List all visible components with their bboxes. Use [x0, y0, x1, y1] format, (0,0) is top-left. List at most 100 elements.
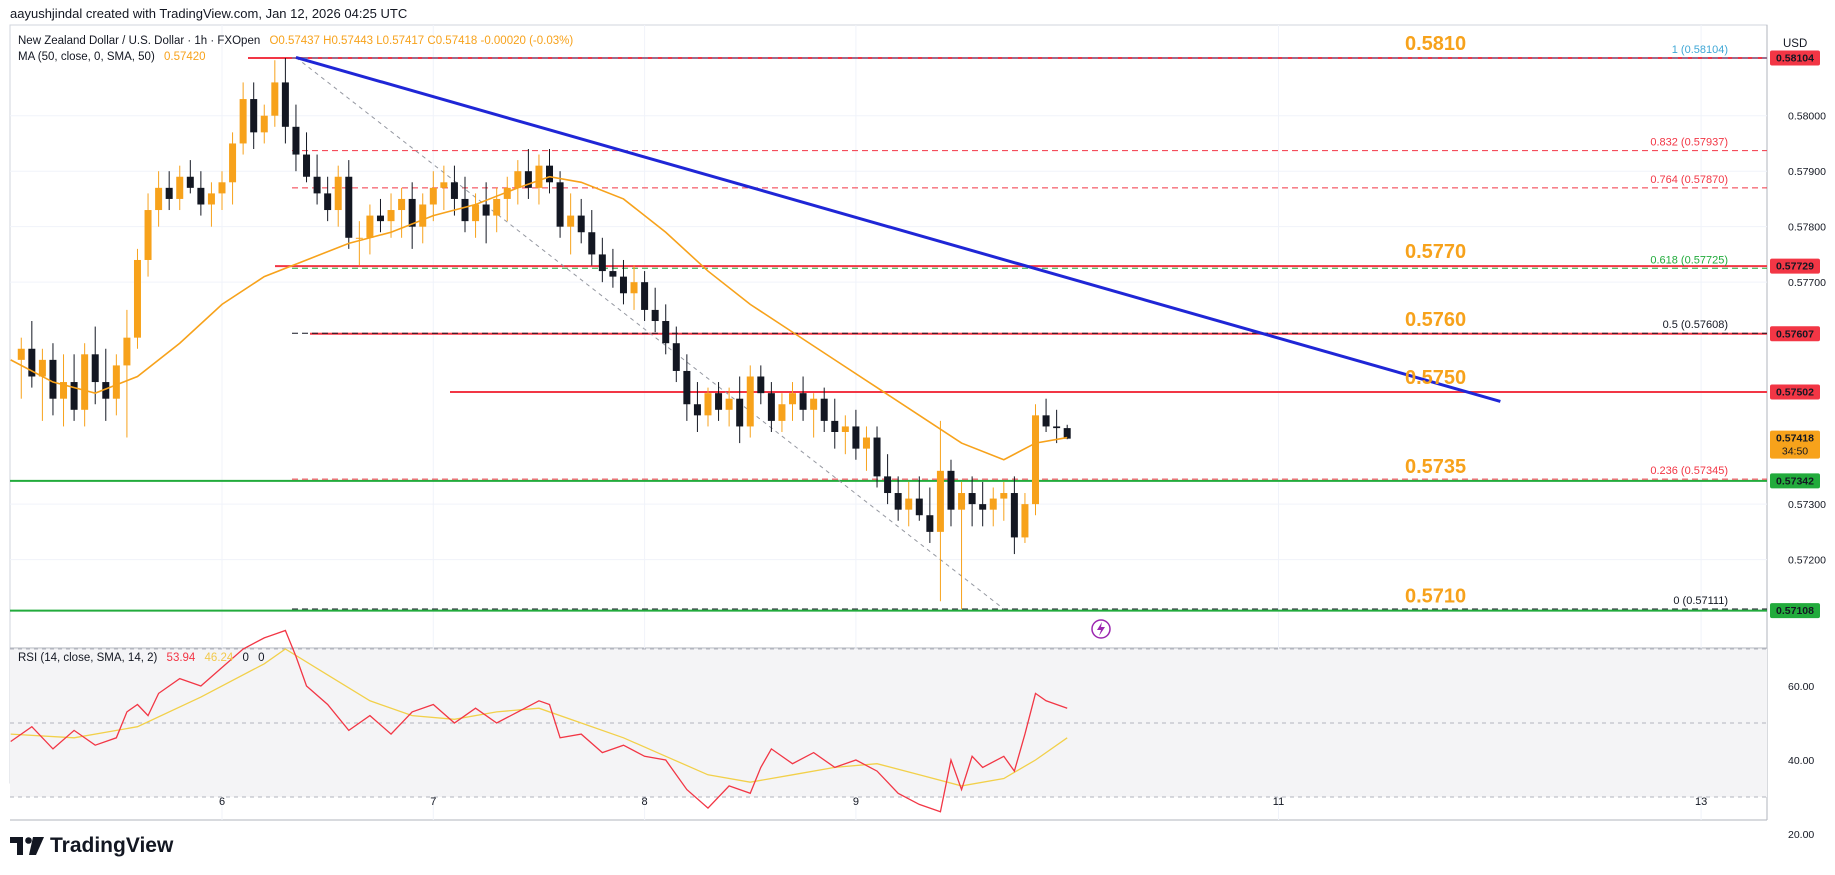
candle-body [1000, 493, 1008, 499]
candle-body [535, 165, 543, 188]
time-tick-label: 6 [219, 796, 225, 808]
candle-body [472, 204, 480, 222]
candle-body [324, 193, 332, 211]
candle-body [91, 354, 99, 383]
candle-body [725, 398, 733, 410]
candle-body [1021, 504, 1029, 538]
candle-body [1042, 415, 1050, 427]
price-tags: 0.58104 0.57729 0.57607 0.57502 0.5741834:50… [1770, 50, 1820, 619]
candle-body [715, 393, 723, 410]
ohlc-open: O0.57437 [269, 35, 320, 47]
candle-body [651, 309, 659, 322]
candle-body [334, 176, 342, 211]
rsi-ma-line [10, 648, 1068, 787]
price-tag-label: 0.57342 [1776, 475, 1814, 487]
candle-body [398, 198, 406, 211]
candle-body [588, 232, 596, 255]
candle-body [556, 182, 564, 227]
candle-body [683, 370, 691, 405]
price-tick-label: 0.57200 [1788, 555, 1826, 567]
candle-body [345, 176, 353, 238]
level-label: 0.5710 [1405, 586, 1466, 608]
candle-body [493, 198, 501, 216]
candle-body [546, 165, 554, 183]
candle-body [609, 271, 617, 277]
candle-body [524, 171, 532, 188]
fib-label: 0.5 (0.57608) [1663, 319, 1728, 331]
candle-body [630, 282, 638, 294]
candle-body [926, 515, 934, 532]
ohlc-change: -0.00020 (-0.03%) [480, 35, 574, 47]
ma-50-polyline [10, 175, 1068, 461]
candle-body [250, 99, 258, 133]
candle-body [229, 143, 237, 183]
candle-body [461, 198, 469, 222]
candle-body [672, 343, 680, 371]
ma-50-line [10, 175, 1068, 461]
currency-label[interactable]: USD [1783, 38, 1808, 50]
price-tick-label: 0.57900 [1788, 166, 1826, 178]
time-tick-label: 7 [430, 796, 436, 808]
candle-body [165, 187, 173, 199]
price-tag-label: 0.57108 [1776, 605, 1814, 617]
symbol-name[interactable]: New Zealand Dollar / U.S. Dollar · 1h · … [18, 35, 261, 47]
candle-body [38, 359, 46, 377]
fib-label: 0.832 (0.57937) [1650, 137, 1728, 149]
candle-body [176, 176, 184, 199]
candle-body [303, 154, 311, 177]
candle-body [408, 198, 416, 227]
candle-body [387, 210, 395, 222]
candle-body [841, 426, 849, 432]
candle-body [757, 376, 765, 394]
candle-body [968, 493, 976, 505]
horizontal-levels [10, 57, 1767, 612]
rsi-legend[interactable]: RSI (14, close, SMA, 14, 2) 53.94 46.24 … [18, 652, 271, 664]
candle-body [789, 393, 797, 405]
candle-body [355, 237, 363, 239]
fib-label: 0.236 (0.57345) [1650, 465, 1728, 477]
rsi-label[interactable]: RSI (14, close, SMA, 14, 2) [18, 652, 158, 664]
candle-body [186, 176, 194, 188]
candle-body [598, 254, 606, 272]
candle-body [429, 187, 437, 205]
rsi-extra-1: 0 [242, 652, 249, 664]
candle-body [366, 215, 374, 238]
candle-body [662, 321, 670, 344]
rsi-value: 53.94 [166, 652, 196, 664]
event-marker[interactable] [1091, 619, 1111, 639]
price-tag-box [1770, 603, 1820, 619]
trendline [295, 56, 1501, 403]
candle-body [503, 187, 511, 199]
candle-body [1010, 493, 1018, 538]
rsi-pane [10, 629, 1767, 813]
candle-body [102, 382, 110, 399]
candle-body [799, 393, 807, 410]
fib-label: 0.618 (0.57725) [1650, 254, 1728, 266]
candle-body [197, 187, 205, 205]
candle-body [450, 182, 458, 199]
candle-body [133, 259, 141, 338]
candle-body [936, 470, 944, 532]
fib-label: 0 (0.57111) [1673, 595, 1728, 607]
price-tick-label: 0.57800 [1788, 222, 1826, 234]
price-tag-label: 0.57607 [1776, 328, 1814, 340]
tradingview-logo[interactable]: TradingView [10, 832, 173, 860]
ma-label[interactable]: MA (50, close, 0, SMA, 50) [18, 51, 155, 63]
candle-body [144, 210, 152, 260]
price-tag-label: 0.57418 [1776, 433, 1814, 445]
fib-label: 1 (0.58104) [1672, 44, 1728, 56]
candle-body [915, 498, 923, 516]
candle-body [155, 187, 163, 211]
ohlc-close: C0.57418 [427, 35, 478, 47]
rsi-tick-label: 20.00 [1788, 829, 1814, 841]
candles [17, 58, 1071, 609]
candle-body [810, 398, 818, 410]
fib-diagonal [295, 57, 1005, 610]
candle-body [440, 182, 448, 188]
candle-body [218, 182, 226, 194]
candle-body [28, 348, 36, 377]
ma-legend[interactable]: MA (50, close, 0, SMA, 50) 0.57420 [18, 51, 206, 63]
price-tag-label: 0.57502 [1776, 387, 1814, 399]
symbol-legend[interactable]: New Zealand Dollar / U.S. Dollar · 1h · … [18, 35, 573, 47]
